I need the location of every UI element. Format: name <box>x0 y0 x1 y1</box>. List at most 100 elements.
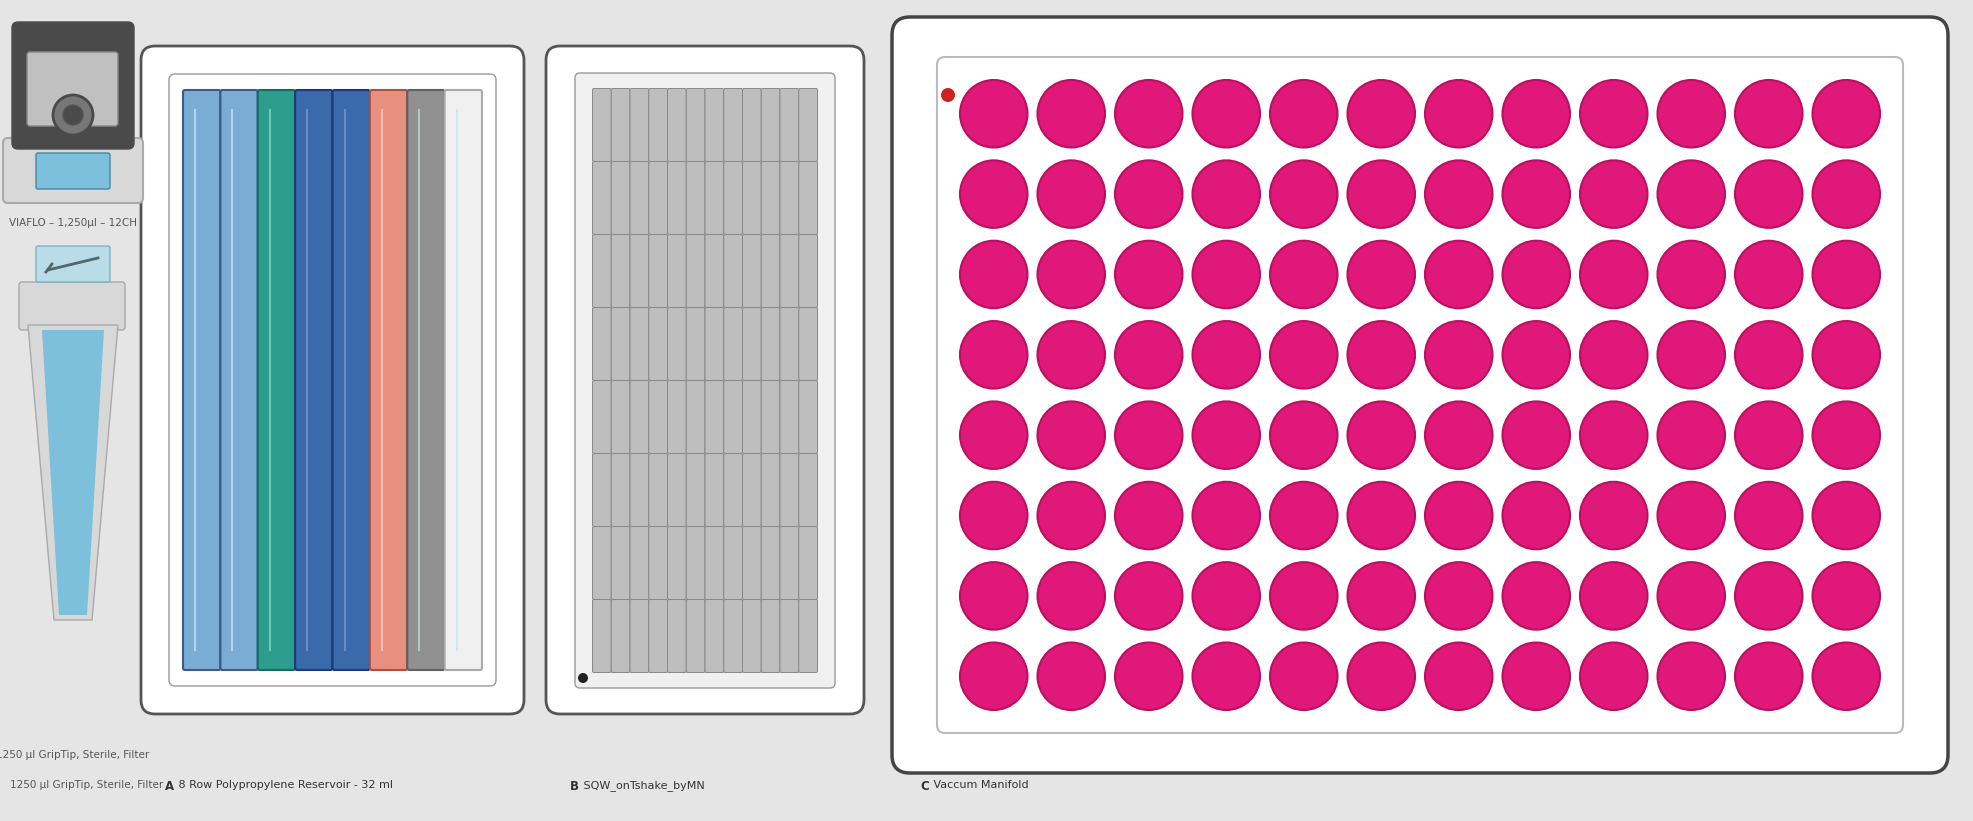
FancyBboxPatch shape <box>742 89 762 162</box>
FancyBboxPatch shape <box>937 57 1902 733</box>
Circle shape <box>1501 562 1569 630</box>
Text: SQW_onTshake_byMN: SQW_onTshake_byMN <box>580 780 704 791</box>
Circle shape <box>1501 643 1569 710</box>
Circle shape <box>1115 482 1182 549</box>
Circle shape <box>1115 241 1182 308</box>
FancyBboxPatch shape <box>296 90 331 670</box>
FancyBboxPatch shape <box>762 453 779 526</box>
FancyBboxPatch shape <box>779 453 799 526</box>
Circle shape <box>959 241 1028 308</box>
Circle shape <box>1348 643 1415 710</box>
FancyBboxPatch shape <box>687 526 704 599</box>
Text: 8 Row Polypropylene Reservoir - 32 ml: 8 Row Polypropylene Reservoir - 32 ml <box>176 780 393 790</box>
FancyBboxPatch shape <box>592 162 612 235</box>
Circle shape <box>1734 562 1801 630</box>
Text: 1250 µl GripTip, Sterile, Filter: 1250 µl GripTip, Sterile, Filter <box>10 780 164 790</box>
Circle shape <box>1657 562 1724 630</box>
Circle shape <box>1425 482 1492 549</box>
FancyBboxPatch shape <box>258 90 296 670</box>
Circle shape <box>1192 80 1259 148</box>
Circle shape <box>1425 643 1492 710</box>
FancyBboxPatch shape <box>629 308 649 380</box>
Text: Vaccum Manifold: Vaccum Manifold <box>929 780 1028 790</box>
FancyBboxPatch shape <box>687 89 704 162</box>
Circle shape <box>1501 321 1569 388</box>
Circle shape <box>959 643 1028 710</box>
Circle shape <box>1734 80 1801 148</box>
FancyBboxPatch shape <box>687 162 704 235</box>
Circle shape <box>1811 643 1878 710</box>
Circle shape <box>1038 321 1105 388</box>
FancyBboxPatch shape <box>592 526 612 599</box>
Circle shape <box>1348 482 1415 549</box>
FancyBboxPatch shape <box>592 89 612 162</box>
Circle shape <box>1348 241 1415 308</box>
Circle shape <box>63 105 83 125</box>
Circle shape <box>1657 241 1724 308</box>
FancyBboxPatch shape <box>20 282 124 330</box>
FancyBboxPatch shape <box>667 453 687 526</box>
Circle shape <box>1269 482 1338 549</box>
FancyBboxPatch shape <box>724 235 742 308</box>
FancyBboxPatch shape <box>629 162 649 235</box>
FancyBboxPatch shape <box>799 308 817 380</box>
FancyBboxPatch shape <box>704 599 724 672</box>
FancyBboxPatch shape <box>704 526 724 599</box>
FancyBboxPatch shape <box>892 17 1947 773</box>
Circle shape <box>959 401 1028 469</box>
Circle shape <box>1578 241 1647 308</box>
Circle shape <box>1348 401 1415 469</box>
FancyBboxPatch shape <box>799 162 817 235</box>
FancyBboxPatch shape <box>183 90 221 670</box>
FancyBboxPatch shape <box>779 526 799 599</box>
FancyBboxPatch shape <box>667 235 687 308</box>
Circle shape <box>1348 160 1415 228</box>
FancyBboxPatch shape <box>704 162 724 235</box>
FancyBboxPatch shape <box>762 89 779 162</box>
Circle shape <box>1811 241 1878 308</box>
FancyBboxPatch shape <box>4 138 142 203</box>
FancyBboxPatch shape <box>667 599 687 672</box>
FancyBboxPatch shape <box>629 89 649 162</box>
FancyBboxPatch shape <box>667 162 687 235</box>
FancyBboxPatch shape <box>779 599 799 672</box>
FancyBboxPatch shape <box>779 308 799 380</box>
FancyBboxPatch shape <box>221 90 258 670</box>
FancyBboxPatch shape <box>629 453 649 526</box>
FancyBboxPatch shape <box>369 90 406 670</box>
Text: B: B <box>570 780 578 793</box>
FancyBboxPatch shape <box>724 308 742 380</box>
Polygon shape <box>28 325 118 620</box>
Circle shape <box>1038 80 1105 148</box>
FancyBboxPatch shape <box>762 235 779 308</box>
FancyBboxPatch shape <box>629 526 649 599</box>
FancyBboxPatch shape <box>667 380 687 453</box>
FancyBboxPatch shape <box>649 308 667 380</box>
FancyBboxPatch shape <box>612 599 629 672</box>
Circle shape <box>1192 482 1259 549</box>
FancyBboxPatch shape <box>779 162 799 235</box>
FancyBboxPatch shape <box>649 89 667 162</box>
Circle shape <box>1734 241 1801 308</box>
FancyBboxPatch shape <box>592 599 612 672</box>
Circle shape <box>1269 562 1338 630</box>
FancyBboxPatch shape <box>799 599 817 672</box>
Circle shape <box>1038 643 1105 710</box>
FancyBboxPatch shape <box>140 46 523 714</box>
Circle shape <box>1115 562 1182 630</box>
FancyBboxPatch shape <box>687 308 704 380</box>
FancyBboxPatch shape <box>799 526 817 599</box>
FancyBboxPatch shape <box>592 308 612 380</box>
Circle shape <box>1115 160 1182 228</box>
FancyBboxPatch shape <box>629 235 649 308</box>
Circle shape <box>1578 321 1647 388</box>
Circle shape <box>1657 401 1724 469</box>
Circle shape <box>1578 160 1647 228</box>
Circle shape <box>959 482 1028 549</box>
FancyBboxPatch shape <box>724 599 742 672</box>
FancyBboxPatch shape <box>762 380 779 453</box>
FancyBboxPatch shape <box>799 453 817 526</box>
FancyBboxPatch shape <box>724 526 742 599</box>
FancyBboxPatch shape <box>762 599 779 672</box>
Circle shape <box>1657 80 1724 148</box>
